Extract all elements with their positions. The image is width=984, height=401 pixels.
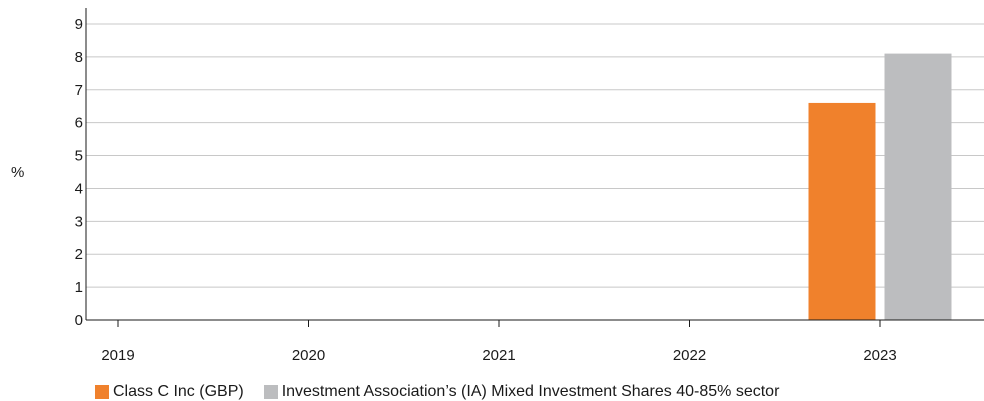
y-tick-labels: 0 1 2 3 4 5 6 7 8 9 <box>75 16 83 329</box>
x-tick-label: 2023 <box>863 347 896 364</box>
y-tick-label: 8 <box>75 49 83 66</box>
y-tick-label: 0 <box>75 312 83 329</box>
y-tick-label: 4 <box>75 180 83 197</box>
x-tick-label: 2020 <box>292 347 325 364</box>
y-tick-label: 6 <box>75 115 83 132</box>
y-tick-label: 9 <box>75 16 83 33</box>
bar-sector-2023 <box>884 53 952 320</box>
legend-item-class-c: Class C Inc (GBP) <box>95 383 244 401</box>
legend: Class C Inc (GBP) Investment Association… <box>95 383 799 401</box>
grid-lines <box>86 23 984 288</box>
x-tick-label: 2022 <box>673 347 706 364</box>
y-axis-label: % <box>11 164 24 181</box>
y-tick-label: 2 <box>75 246 83 263</box>
x-tick-label: 2021 <box>482 347 515 364</box>
legend-label-sector: Investment Association’s (IA) Mixed Inve… <box>281 383 780 400</box>
legend-item-sector: Investment Association’s (IA) Mixed Inve… <box>263 383 780 401</box>
y-tick-label: 5 <box>75 148 83 165</box>
y-tick-label: 7 <box>75 82 83 99</box>
bars <box>808 53 952 320</box>
legend-swatch-sector <box>263 385 278 399</box>
legend-swatch-class-c <box>95 385 109 399</box>
legend-label-class-c: Class C Inc (GBP) <box>113 383 244 400</box>
y-tick-label: 1 <box>75 279 83 296</box>
x-tick-labels: 2019 2020 2021 2022 2023 <box>101 320 897 364</box>
bar-class-c-2023 <box>808 102 876 320</box>
bar-chart: 0 1 2 3 4 5 6 7 8 9 2019 2020 2021 2022 2023 % <box>11 8 984 364</box>
y-tick-label: 3 <box>75 213 83 230</box>
x-tick-label: 2019 <box>101 347 134 364</box>
